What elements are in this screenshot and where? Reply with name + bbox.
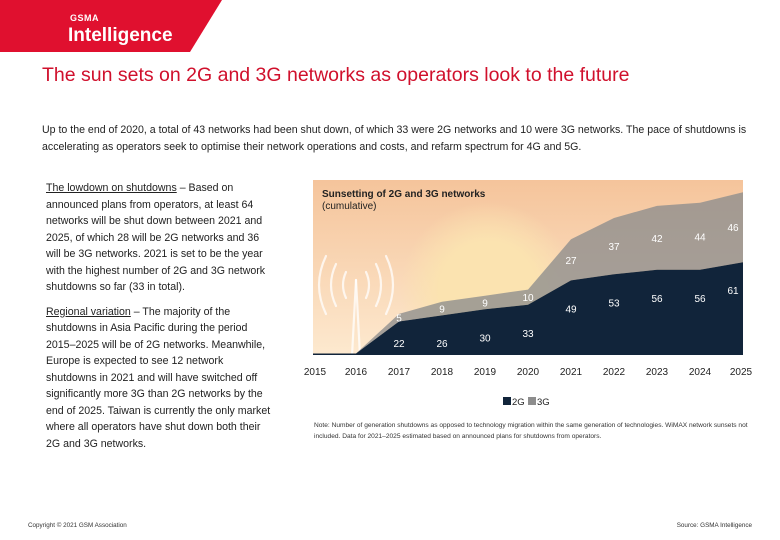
copyright-text: Copyright © 2021 GSM Association (28, 522, 127, 529)
data-label-3g: 37 (608, 242, 620, 253)
intro-paragraph: Up to the end of 2020, a total of 43 net… (42, 124, 747, 153)
data-label-2g: 26 (436, 339, 448, 350)
logo-intelligence-text: Intelligence (68, 25, 173, 46)
x-tick-label: 2022 (603, 367, 626, 378)
section-heading: The lowdown on shutdowns (46, 182, 177, 194)
series-2g-labels: 22 26 30 33 49 53 56 56 61 (393, 286, 739, 350)
x-tick-label: 2023 (646, 367, 669, 378)
data-label-2g: 53 (608, 298, 620, 309)
x-axis-ticks: 2015 2016 2017 2018 2019 2020 2021 2022 2023 2024… (304, 367, 753, 378)
legend-label-3g: 3G (537, 397, 550, 408)
data-label-2g: 30 (479, 333, 491, 344)
x-tick-label: 2018 (431, 367, 454, 378)
section-heading: Regional variation (46, 305, 131, 318)
data-label-3g: 27 (565, 256, 577, 267)
x-tick-label: 2021 (560, 367, 583, 378)
data-label-3g: 10 (522, 293, 534, 304)
data-label-2g: 22 (393, 339, 405, 350)
data-label-3g: 44 (694, 232, 706, 243)
data-label-2g: 49 (565, 304, 577, 315)
data-label-3g: 42 (651, 234, 663, 245)
gsma-logo: GSMA Intelligence (0, 0, 222, 52)
x-tick-label: 2025 (730, 367, 753, 378)
radio-tower-icon (317, 254, 395, 358)
data-label-2g: 56 (651, 294, 663, 305)
sunsetting-chart: Sunsetting of 2G and 3G networks (cumula… (304, 180, 753, 408)
series-2g-area (313, 262, 743, 355)
x-tick-label: 2019 (474, 367, 497, 378)
series-3g-area (313, 192, 743, 354)
x-tick-label: 2020 (517, 367, 540, 378)
logo-gsma-text: GSMA (70, 13, 99, 23)
chart-title: Sunsetting of 2G and 3G networks (322, 189, 486, 200)
x-tick-label: 2015 (304, 367, 327, 378)
data-label-3g: 9 (439, 305, 445, 316)
legend-swatch-3g (528, 397, 536, 405)
data-label-3g: 5 (396, 314, 402, 325)
series-3g-labels: 5 9 9 10 27 37 42 44 46 (396, 223, 739, 325)
x-tick-label: 2017 (388, 367, 411, 378)
data-label-3g: 9 (482, 299, 488, 310)
x-tick-label: 2016 (345, 367, 368, 378)
chart-subtitle: (cumulative) (322, 201, 376, 212)
legend-swatch-2g (503, 397, 511, 405)
source-text: Source: GSMA Intelligence (676, 522, 752, 529)
data-label-2g: 56 (694, 294, 706, 305)
section-body: – Based on announced plans from operator… (46, 182, 266, 293)
x-tick-label: 2024 (689, 367, 712, 378)
section-regional: Regional variation – The majority of the… (46, 304, 276, 453)
page-title: The sun sets on 2G and 3G networks as op… (42, 64, 630, 86)
section-shutdowns: The lowdown on shutdowns – Based on anno… (46, 180, 276, 296)
legend-label-2g: 2G (512, 397, 525, 408)
section-body: – The majority of the shutdowns in Asia … (46, 305, 271, 450)
data-label-2g: 61 (727, 286, 739, 297)
chart-legend: 2G 3G (503, 397, 550, 408)
chart-note: Note: Number of generation shutdowns as … (314, 422, 748, 440)
logo-background (0, 0, 222, 52)
left-column: The lowdown on shutdowns – Based on anno… (46, 180, 276, 460)
data-label-2g: 33 (522, 329, 534, 340)
data-label-3g: 46 (727, 223, 739, 234)
